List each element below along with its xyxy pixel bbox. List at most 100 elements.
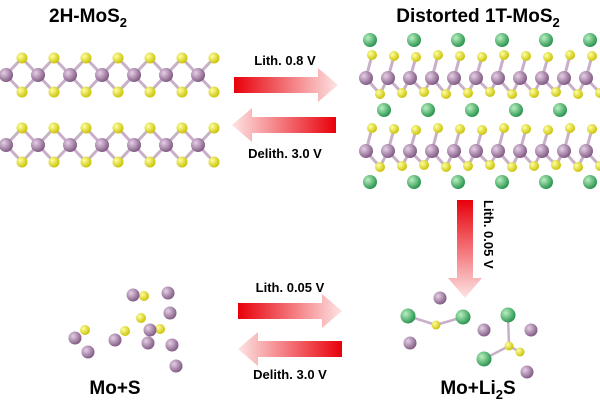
mo-atom [95, 68, 109, 82]
s-atom [587, 124, 597, 134]
li-atom [476, 351, 492, 367]
s-atom [485, 160, 495, 170]
mo-atom [403, 71, 417, 85]
s-atom [136, 313, 146, 323]
mo-atom [63, 138, 77, 152]
s-atom [499, 50, 509, 60]
arrow-label: Lith. 0.05 V [481, 200, 496, 269]
s-atom [80, 122, 92, 134]
mo-atom [469, 71, 483, 85]
li-atom [363, 33, 377, 47]
mo-atom [447, 144, 461, 158]
s-atom [441, 89, 451, 99]
mo-atom [520, 365, 534, 379]
structure-label: Mo+S [89, 378, 140, 399]
s-atom [507, 89, 517, 99]
mo-atom [159, 68, 173, 82]
mo-atom [513, 144, 527, 158]
mo-atom [535, 71, 549, 85]
label-part: 2 [120, 15, 127, 30]
arrow-left [232, 108, 336, 142]
s-atom [16, 156, 28, 168]
s-atom [208, 156, 220, 168]
s-atom [573, 162, 583, 172]
li-atom [465, 103, 479, 117]
s-atom [507, 162, 517, 172]
s-atom [208, 122, 220, 134]
mo-atom [191, 138, 205, 152]
arrow-right [238, 294, 342, 328]
s-atom [463, 88, 473, 98]
mo-atom [513, 71, 527, 85]
s-atom [112, 52, 124, 64]
mo-atom [31, 138, 45, 152]
mo-atom [143, 323, 157, 337]
li-atom [407, 175, 421, 189]
s-atom [455, 124, 465, 134]
atoms [0, 33, 600, 379]
s-atom [521, 124, 531, 134]
arrow-down [448, 200, 482, 298]
s-atom [565, 123, 575, 133]
s-atom [441, 162, 451, 172]
s-atom [485, 87, 495, 97]
li-atom [583, 33, 597, 47]
mo-atom [381, 71, 395, 85]
mo-atom [557, 71, 571, 85]
structure-label: Mo+Li2S [440, 378, 515, 402]
s-atom [48, 122, 60, 134]
s-atom [595, 88, 600, 98]
s-atom [112, 156, 124, 168]
mo-atom [535, 144, 549, 158]
s-atom [573, 89, 583, 99]
mo-atom [403, 144, 417, 158]
s-atom [176, 86, 188, 98]
li-atom [539, 175, 553, 189]
mo-atom [0, 68, 13, 82]
label-part: 2H-MoS [49, 6, 120, 27]
s-atom [367, 50, 377, 60]
mo-atom [491, 144, 505, 158]
mo-atom [359, 71, 373, 85]
mo-atom [68, 331, 82, 345]
s-atom [375, 89, 385, 99]
s-atom [477, 52, 487, 62]
mo-atom [0, 138, 13, 152]
s-atom [433, 50, 443, 60]
mo-atom [161, 286, 175, 300]
s-atom [389, 124, 399, 134]
s-atom [419, 87, 429, 97]
mo-atom [169, 359, 183, 373]
mo-atom [191, 68, 205, 82]
s-atom [543, 52, 553, 62]
s-atom [176, 122, 188, 134]
s-atom [455, 51, 465, 61]
mo-atom [127, 138, 141, 152]
mo-atom [557, 144, 571, 158]
li-atom [583, 175, 597, 189]
label-part: 2 [553, 15, 560, 30]
s-atom [499, 123, 509, 133]
mo-atom [491, 71, 505, 85]
s-atom [477, 125, 487, 135]
s-atom [529, 88, 539, 98]
arrow-label: Delith. 3.0 V [248, 146, 322, 161]
s-atom [176, 52, 188, 64]
arrow-label: Lith. 0.8 V [254, 53, 316, 68]
label-part: Distorted 1T-MoS [396, 6, 552, 27]
s-atom [155, 324, 165, 334]
li-atom [400, 308, 416, 324]
s-atom [144, 156, 156, 168]
s-atom [543, 125, 553, 135]
s-atom [80, 52, 92, 64]
s-atom [565, 50, 575, 60]
mo-atom [163, 306, 177, 320]
mo-atom [579, 144, 593, 158]
s-atom [411, 52, 421, 62]
mo-atom [381, 144, 395, 158]
s-atom [80, 325, 90, 335]
arrow-right [234, 68, 338, 102]
s-atom [504, 341, 514, 351]
s-atom [48, 52, 60, 64]
